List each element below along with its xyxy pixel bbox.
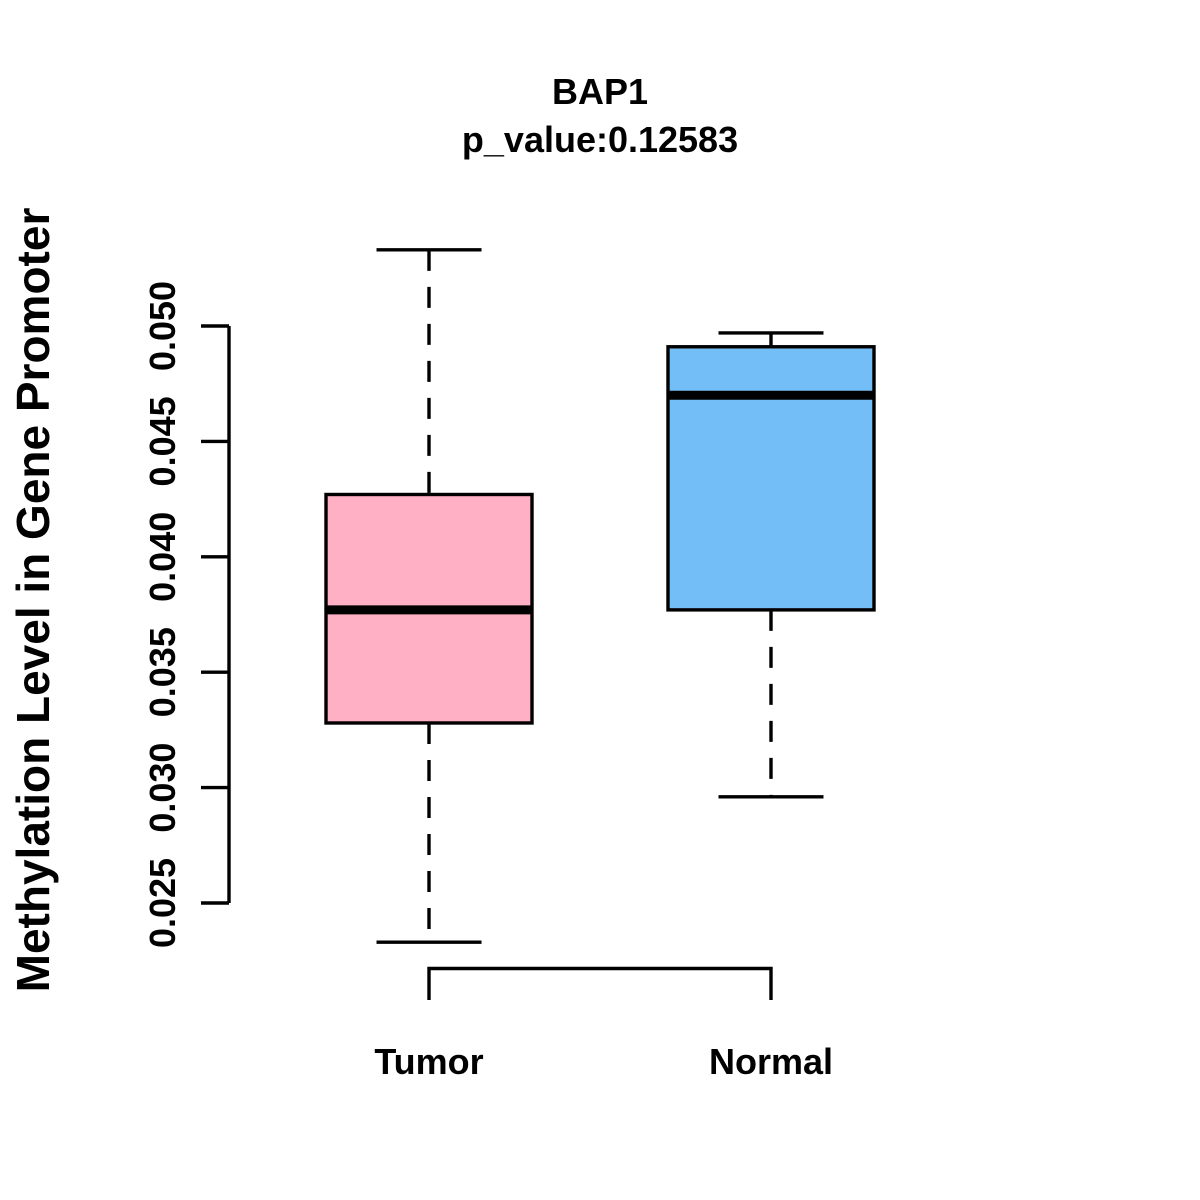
category-label-tumor: Tumor: [374, 1041, 483, 1082]
y-tick-label: 0.035: [142, 627, 183, 717]
category-label-normal: Normal: [709, 1041, 833, 1082]
chart-title: BAP1: [551, 71, 649, 112]
chart-subtitle: p_value:0.12583: [461, 119, 739, 160]
x-axis-bracket: [427, 966, 773, 1000]
y-tick-label: 0.030: [142, 743, 183, 833]
y-tick-label: 0.050: [142, 281, 183, 371]
box-normal: [666, 345, 876, 612]
chart-title-block: BAP1 p_value:0.12583: [0, 68, 1200, 164]
y-tick-label: 0.045: [142, 396, 183, 486]
y-tick-label: 0.040: [142, 512, 183, 602]
y-tick-label: 0.025: [142, 858, 183, 948]
